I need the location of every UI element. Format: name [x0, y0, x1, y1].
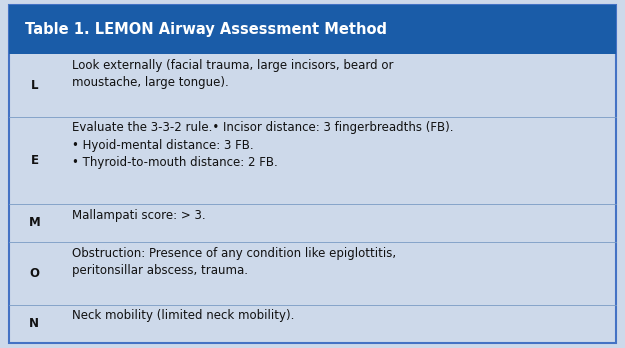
Text: E: E — [31, 154, 38, 167]
Text: M: M — [29, 216, 40, 229]
FancyBboxPatch shape — [9, 5, 616, 343]
Text: L: L — [31, 79, 38, 92]
Text: Look externally (facial trauma, large incisors, beard or
moustache, large tongue: Look externally (facial trauma, large in… — [72, 59, 393, 89]
Text: Table 1. LEMON Airway Assessment Method: Table 1. LEMON Airway Assessment Method — [25, 22, 387, 37]
Text: Neck mobility (limited neck mobility).: Neck mobility (limited neck mobility). — [72, 309, 294, 322]
Text: Evaluate the 3-3-2 rule.• Incisor distance: 3 fingerbreadths (FB).
• Hyoid-menta: Evaluate the 3-3-2 rule.• Incisor distan… — [72, 121, 453, 169]
FancyBboxPatch shape — [9, 5, 616, 54]
Text: Obstruction: Presence of any condition like epiglottitis,
peritonsillar abscess,: Obstruction: Presence of any condition l… — [72, 247, 396, 277]
Text: N: N — [29, 317, 39, 330]
Text: Mallampati score: > 3.: Mallampati score: > 3. — [72, 208, 206, 222]
Text: O: O — [29, 267, 39, 280]
